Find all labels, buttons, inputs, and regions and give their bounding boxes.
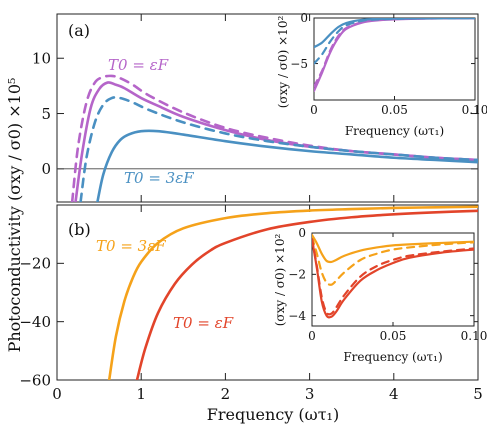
panel-b-inset-xtick-label: 0.10 <box>461 329 487 343</box>
panel-b-inset-ytick-label: 0 <box>298 226 306 240</box>
panel-a-inset-xlabel: Frequency (ωτ₁) <box>345 124 444 138</box>
panel-a-ytick-label: 0 <box>41 160 51 178</box>
panel-b-series-0-line <box>107 205 478 380</box>
panel-b-xtick-label: 3 <box>305 385 315 403</box>
panel-a-inset-ytick-label: −5 <box>290 57 308 71</box>
panel-b-inset: 0 0.05 0.10 0 −2 −4 Frequency (ωτ₁) (σxy / σ0) … <box>273 226 487 364</box>
panel-a-inset-series-3-line <box>314 18 475 49</box>
panel-b-xtick-label: 5 <box>473 385 483 403</box>
panel-b-series-1-line <box>135 209 478 380</box>
panel-b-xtick-label: 2 <box>221 385 231 403</box>
panel-a-series-2-line <box>79 96 478 202</box>
panel-a-label-3tf: T0 = 3εF <box>124 169 194 187</box>
panel-b-label-tf: T0 = εF <box>173 314 234 332</box>
panel-a-label-tf: T0 = εF <box>108 56 169 74</box>
panel-a-inset-xtick-label: 0 <box>310 103 318 117</box>
panel-b-inset-series-group <box>312 233 474 319</box>
panel-b-inset-xtick-label: 0.05 <box>380 329 407 343</box>
panel-a-inset-ylabel: (σxy / σ0) ×10² <box>276 16 290 109</box>
panel-a-inset-series-group <box>314 18 475 92</box>
panel-a-series-3-line <box>96 129 478 202</box>
panel-b-inset-xlabel: Frequency (ωτ₁) <box>343 350 442 364</box>
panel-a-inset-ytick-label: 0 <box>300 11 308 25</box>
panel-b-inset-series-3-line <box>312 238 474 319</box>
panel-a-ytick-label: 10 <box>32 49 51 67</box>
panel-a-inset-xtick-label: 0.10 <box>462 103 487 117</box>
panel-a-series-group <box>70 74 478 202</box>
panel-b-frame <box>56 204 479 381</box>
y-axis-label: Photoconductivity (σxy / σ0) ×10⁵ <box>5 78 24 353</box>
panel-a-inset-bg <box>314 18 475 100</box>
panel-a-inset: 0 0.05 0.10 0 −5 Frequency (ωτ₁) (σxy / σ0) ×1… <box>276 11 487 138</box>
panel-b-inset-bg <box>312 233 474 326</box>
panel-b-label-3tf: T0 = 3εF <box>96 237 166 255</box>
panel-b-series-group <box>107 205 478 380</box>
panel-a: 0 5 10 0 0.05 0.10 0 −5 Frequency (ωτ₁) (σxy / σ0… <box>32 11 487 203</box>
panel-a-ytick-label: 5 <box>41 105 51 123</box>
panel-b-inset-ytick-label: −4 <box>288 309 306 323</box>
panel-b-inset-xtick-label: 0 <box>308 329 316 343</box>
panel-b: 0 1 2 3 4 5 −60 −40 −20 0 0.05 0.10 0 −2 −4 Frequency (… <box>19 204 487 403</box>
panel-b-label: (b) <box>68 220 91 239</box>
panel-b-xtick-label: 4 <box>389 385 399 403</box>
panel-b-xtick-label: 0 <box>52 385 62 403</box>
panel-b-inset-ylabel: (σxy / σ0) ×10² <box>273 234 287 327</box>
panel-a-frame <box>56 13 479 203</box>
panel-b-inset-ytick-label: −2 <box>288 268 306 282</box>
panel-b-ytick-label: −40 <box>19 313 51 331</box>
panel-b-inset-series-1-line <box>312 236 474 286</box>
panel-b-xtick-label: 1 <box>136 385 146 403</box>
panel-b-ytick-label: −20 <box>19 255 51 273</box>
panel-b-ytick-label: −60 <box>19 371 51 389</box>
panel-b-inset-series-0-line <box>312 233 474 264</box>
x-axis-label: Frequency (ωτ₁) <box>207 405 339 424</box>
panel-a-inset-xtick-label: 0.05 <box>381 103 408 117</box>
panel-a-label: (a) <box>68 21 90 40</box>
